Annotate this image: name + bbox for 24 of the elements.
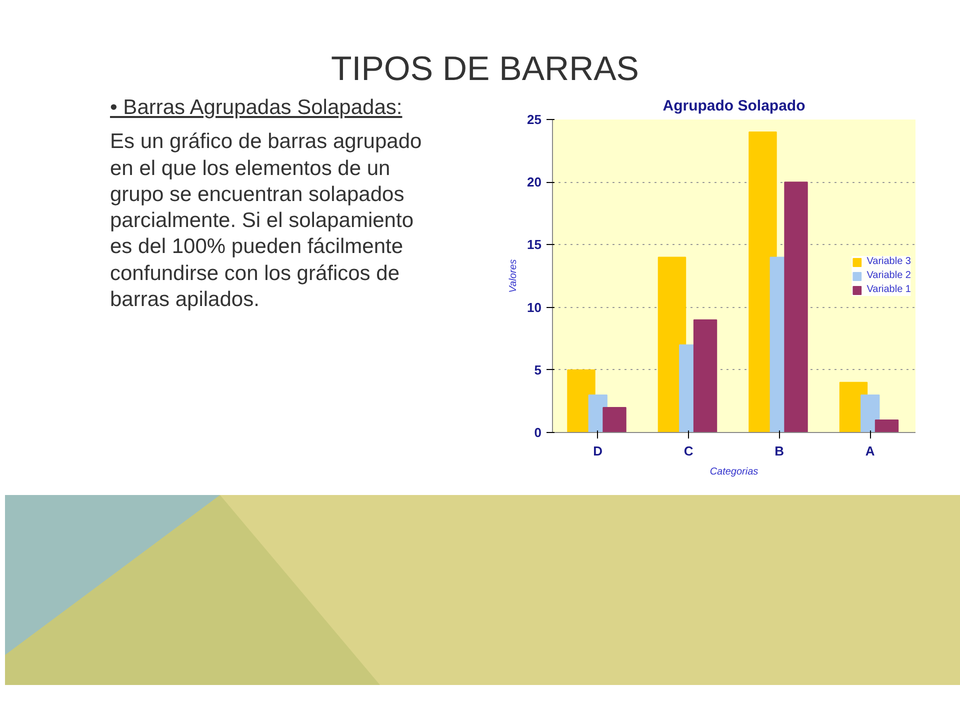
y-tick-label: 25 xyxy=(527,112,542,127)
chart-title: Agrupado Solapado xyxy=(662,98,806,114)
legend-label: Variable 1 xyxy=(866,284,911,296)
legend-label: Variable 2 xyxy=(866,270,911,282)
text: TIPOS DE BARRAS xyxy=(331,49,639,90)
y-axis-title: Valores xyxy=(508,259,520,293)
y-tick-label: 0 xyxy=(534,425,542,440)
legend-label: Variable 3 xyxy=(866,256,911,268)
x-tick-label: C xyxy=(684,444,694,458)
y-tick-label: 5 xyxy=(534,362,542,378)
text: Es un gráfico de barras agrupado en el que los elementos de un grupo se encuentran solapados parcialmente. Si el solapamiento es del 100% pueden fácilmente confundirse con los gráficos de barras apilados. xyxy=(110,129,423,313)
y-tick-label: 20 xyxy=(527,174,542,190)
x-tick-label: D xyxy=(593,444,603,458)
bar xyxy=(602,406,626,432)
y-tick-label: 15 xyxy=(527,237,542,252)
text: • Barras Agrupadas Solapadas: xyxy=(110,95,404,121)
x-axis-title: Categorias xyxy=(710,466,758,478)
y-tick-label: 10 xyxy=(527,300,542,315)
bar xyxy=(874,419,899,432)
x-tick-label: A xyxy=(865,444,876,458)
x-tick-label: B xyxy=(774,444,784,458)
bar xyxy=(860,394,880,432)
bar xyxy=(693,319,718,432)
bar xyxy=(784,182,808,432)
